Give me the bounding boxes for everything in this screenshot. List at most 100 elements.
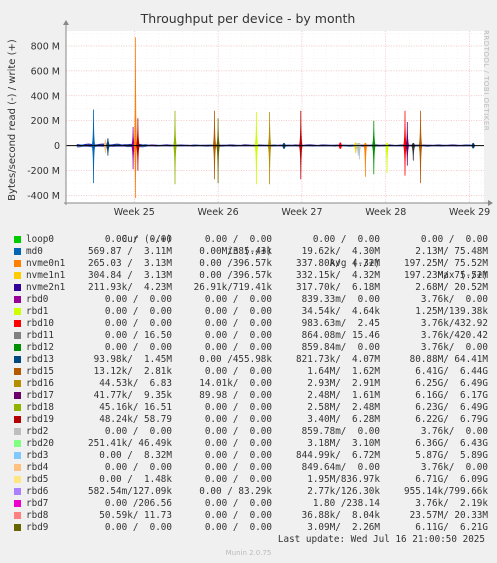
legend-min: 0.00 / 0.00 bbox=[204, 498, 272, 509]
legend-name: rbd5 bbox=[26, 474, 49, 485]
legend-max: 955.14k/799.66k bbox=[404, 486, 488, 497]
legend-min: 0.00 / 0.00 bbox=[204, 294, 272, 305]
munin-version: Munin 2.0.75 bbox=[225, 549, 272, 557]
legend-name: rbd9 bbox=[26, 522, 49, 533]
legend-swatch bbox=[14, 248, 21, 255]
plot-background bbox=[66, 31, 484, 203]
legend-max: 2.68M/ 20.52M bbox=[415, 282, 488, 293]
spike-write-nvme1n1 bbox=[354, 142, 358, 146]
legend-name: rbd11 bbox=[26, 330, 54, 341]
legend-max: 6.71G/ 6.09G bbox=[415, 474, 488, 485]
legend-min: 0.00 / 0.00 bbox=[204, 342, 272, 353]
legend-swatch bbox=[14, 320, 21, 327]
legend-swatch bbox=[14, 392, 21, 399]
legend-min: 0.00 /385.43k bbox=[199, 246, 272, 257]
x-tick-label: Week 25 bbox=[114, 207, 155, 218]
spike-write-rbd19 bbox=[299, 110, 303, 146]
legend-row: rbd12 0.00 / 0.00 0.00 / 0.00 859.84m/ 0.00… bbox=[12, 342, 492, 354]
spike-write-rbd13 bbox=[282, 142, 286, 146]
x-axis-ticks: Week 25 Week 26 Week 27 Week 28 Week 29 bbox=[114, 207, 490, 218]
legend-avg: 844.99k/ 6.72M bbox=[296, 450, 380, 461]
spike-read-rbd16 bbox=[267, 145, 272, 185]
legend-max: 6.22G/ 6.79G bbox=[415, 414, 488, 425]
legend-name: rbd13 bbox=[26, 354, 54, 365]
spike-read-rbd0 bbox=[131, 145, 135, 170]
legend-cur: 211.93k/ 4.23M bbox=[88, 282, 172, 293]
spike-write-rbd15 bbox=[418, 110, 423, 146]
legend-cur: 0.00 / 0.00 bbox=[104, 318, 172, 329]
legend-cur: 569.87 / 3.11M bbox=[88, 246, 172, 257]
spike-write-rbd15 bbox=[212, 110, 217, 146]
legend-cur: 304.84 / 3.13M bbox=[88, 270, 172, 281]
legend-cur: 45.16k/ 16.51 bbox=[99, 402, 172, 413]
legend-cur: 582.54m/127.09k bbox=[88, 486, 172, 497]
legend-row: rbd8 50.59k/ 11.73 0.00 / 0.00 36.88k/ 8.04… bbox=[12, 510, 492, 522]
legend-cur: 41.77k/ 9.35k bbox=[93, 390, 172, 401]
legend-swatch bbox=[14, 344, 21, 351]
spike-write-rbd0 bbox=[131, 126, 135, 146]
legend-row: rbd13 93.98k/ 1.45M 0.00 /455.98k 821.73k/ … bbox=[12, 354, 492, 366]
legend-name: rbd19 bbox=[26, 414, 54, 425]
legend-min: 0.00 / 0.00 bbox=[204, 330, 272, 341]
legend-max: 6.23G/ 6.49G bbox=[415, 402, 488, 413]
legend-name: rbd18 bbox=[26, 402, 54, 413]
y-tick-label: -400 M bbox=[27, 191, 60, 202]
y-tick-label: 200 M bbox=[31, 116, 60, 127]
legend-avg: 2.48M/ 1.61M bbox=[307, 390, 380, 401]
spike-read-rbd1 bbox=[385, 145, 389, 174]
legend-swatch bbox=[14, 524, 21, 531]
y-tick-label: 800 M bbox=[31, 41, 60, 52]
legend-cur: 48.24k/ 58.79 bbox=[99, 414, 172, 425]
spike-write-rbd10 bbox=[338, 142, 343, 146]
legend-cur: 0.00 / 8.32M bbox=[99, 450, 172, 461]
legend-avg: 2.93M/ 2.91M bbox=[307, 378, 380, 389]
legend-cur: 0.00 / 0.00 bbox=[104, 462, 172, 473]
legend-min: 0.00 / 0.00 bbox=[204, 366, 272, 377]
legend-swatch bbox=[14, 404, 21, 411]
legend-name: rbd16 bbox=[26, 378, 54, 389]
legend-avg: 36.88k/ 8.04k bbox=[301, 510, 380, 521]
x-tick-label: Week 29 bbox=[449, 207, 490, 218]
legend-row: rbd9 0.00 / 0.00 0.00 / 0.00 3.09M/ 2.26M 6.… bbox=[12, 522, 492, 534]
legend-avg: 34.54k/ 4.64k bbox=[301, 306, 380, 317]
spike-write-rbd10 bbox=[403, 110, 407, 146]
legend-swatch bbox=[14, 296, 21, 303]
legend-avg: 859.78m/ 0.00 bbox=[301, 426, 380, 437]
spike-write-rbd4 bbox=[103, 139, 108, 146]
legend-cur: 0.00 / 0.00 bbox=[104, 234, 172, 245]
legend-name: rbd15 bbox=[26, 366, 54, 377]
legend-cur: 265.03 / 3.13M bbox=[88, 258, 172, 269]
spike-read-rbd13 bbox=[282, 145, 286, 150]
legend-swatch bbox=[14, 512, 21, 519]
legend-name: rbd10 bbox=[26, 318, 54, 329]
column-cur: Cur (-/+) bbox=[121, 234, 172, 245]
legend-max: 3.76k/ 0.00 bbox=[420, 342, 488, 353]
legend-avg: 2.77k/126.30k bbox=[307, 486, 380, 497]
legend-min: 0.00 / 0.00 bbox=[204, 522, 272, 533]
legend-swatch bbox=[14, 500, 21, 507]
legend-avg: 317.70k/ 6.18M bbox=[296, 282, 380, 293]
legend-max: 5.87G/ 5.89G bbox=[415, 450, 488, 461]
legend-min: 0.00 /455.98k bbox=[199, 354, 272, 365]
legend-min: 0.00 / 0.00 bbox=[204, 318, 272, 329]
legend-max: 1.25M/139.38k bbox=[415, 306, 488, 317]
x-tick-label: Week 27 bbox=[281, 207, 322, 218]
legend-name: rbd3 bbox=[26, 450, 49, 461]
legend-name: rbd6 bbox=[26, 486, 49, 497]
legend-swatch bbox=[14, 272, 21, 279]
legend-row: rbd17 41.77k/ 9.35k 89.98 / 0.00 2.48M/ 1.6… bbox=[12, 390, 492, 402]
legend-name: rbd17 bbox=[26, 390, 54, 401]
legend-rows: loop0 0.00 / 0.00 0.00 / 0.00 0.00 / 0.00 0.… bbox=[12, 234, 492, 534]
legend-row: nvme0n1 265.03 / 3.13M 0.00 /396.57k 337.80… bbox=[12, 258, 492, 270]
legend-name: rbd12 bbox=[26, 342, 54, 353]
y-axis-ticks: -400 M -200 M 0 200 M 400 M 600 M 800 M bbox=[27, 41, 60, 202]
legend-row: rbd7 0.00 /206.56 0.00 / 0.00 1.80 /238.14 3… bbox=[12, 498, 492, 510]
legend-min: 0.00 / 0.00 bbox=[204, 510, 272, 521]
legend-min: 0.00 /396.57k bbox=[199, 270, 272, 281]
legend-min: 0.00 / 0.00 bbox=[204, 426, 272, 437]
y-tick-label: 0 bbox=[54, 141, 60, 152]
column-min: Min (-/+) bbox=[221, 246, 272, 257]
spike-write-rbd13 bbox=[106, 138, 110, 146]
legend: Cur (-/+) Min (-/+) Avg (-/+) Max (-/+) … bbox=[12, 222, 492, 534]
legend-cur: 0.00 / 0.00 bbox=[104, 426, 172, 437]
